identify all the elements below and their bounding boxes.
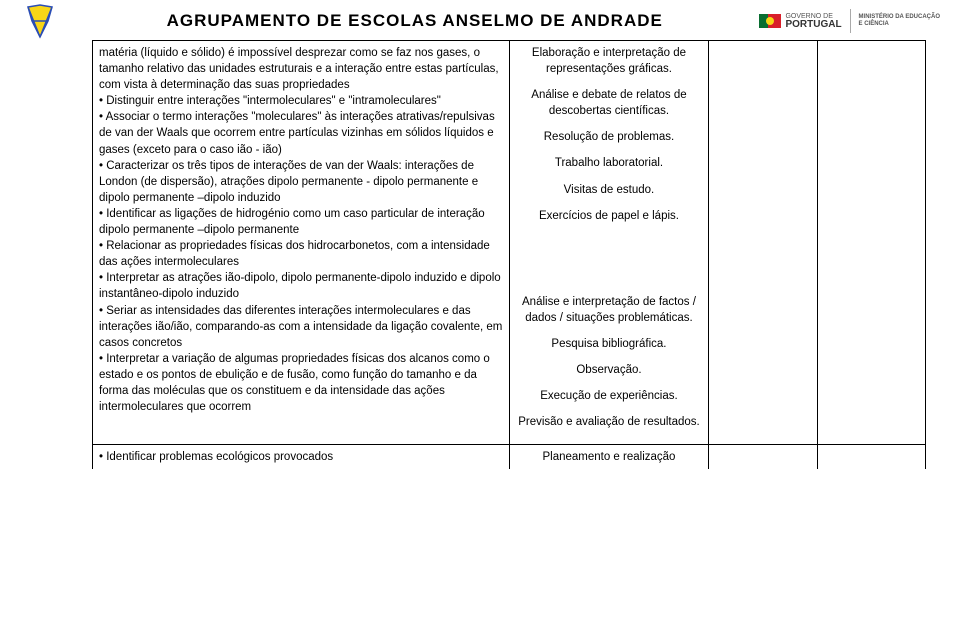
objective-text: • Interpretar a variação de algumas prop… [99,351,503,415]
ministry-label: MINISTÉRIO DA EDUCAÇÃO E CIÊNCIA [859,14,940,27]
objective-text: • Distinguir entre interações "intermole… [99,93,503,109]
method-item: Previsão e avaliação de resultados. [516,414,703,430]
method-item: Análise e debate de relatos de descobert… [516,87,703,119]
header-title: AGRUPAMENTO DE ESCOLAS ANSELMO DE ANDRAD… [70,11,759,31]
objective-text: • Identificar problemas ecológicos provo… [99,449,503,465]
method-item: Pesquisa bibliográfica. [516,336,703,352]
cell-objectives: matéria (líquido e sólido) é impossível … [93,41,510,445]
vertical-divider [850,9,851,33]
cell-objectives-bottom: • Identificar problemas ecológicos provo… [93,445,510,470]
gov-text: GOVERNO DE PORTUGAL [785,13,841,30]
method-item: Exercícios de papel e lápis. [516,208,703,224]
cell-empty-4 [817,445,925,470]
objective-text: • Associar o termo interações "molecular… [99,109,503,157]
government-logos: GOVERNO DE PORTUGAL MINISTÉRIO DA EDUCAÇ… [759,9,940,33]
method-item: Elaboração e interpretação de representa… [516,45,703,77]
cell-empty-2 [817,41,925,445]
cell-empty-1 [709,41,817,445]
content-table-wrap: matéria (líquido e sólido) é impossível … [0,40,960,469]
method-item: Execução de experiências. [516,388,703,404]
objective-text: • Caracterizar os três tipos de interaçõ… [99,158,503,206]
page-header: AGRUPAMENTO DE ESCOLAS ANSELMO DE ANDRAD… [0,0,960,40]
ministry-line1: MINISTÉRIO DA EDUCAÇÃO [859,14,940,21]
method-item: Resolução de problemas. [516,129,703,145]
method-item: Trabalho laboratorial. [516,155,703,171]
objective-text: matéria (líquido e sólido) é impossível … [99,45,503,93]
portugal-gov-logo: GOVERNO DE PORTUGAL [759,13,841,30]
method-item: Planeamento e realização [516,449,703,465]
method-item: Visitas de estudo. [516,182,703,198]
content-table: matéria (líquido e sólido) é impossível … [92,40,926,469]
method-item: Análise e interpretação de factos / dado… [516,294,703,326]
objective-text: • Seriar as intensidades das diferentes … [99,303,503,351]
cell-empty-3 [709,445,817,470]
gov-label-bottom: PORTUGAL [785,20,841,30]
table-row: • Identificar problemas ecológicos provo… [93,445,926,470]
ministry-line2: E CIÊNCIA [859,21,940,28]
portugal-flag-icon [759,14,781,28]
objective-text: • Identificar as ligações de hidrogénio … [99,206,503,238]
objective-text: • Interpretar as atrações ião-dipolo, di… [99,270,503,302]
objective-text: • Relacionar as propriedades físicas dos… [99,238,503,270]
table-row: matéria (líquido e sólido) é impossível … [93,41,926,445]
method-item: Observação. [516,362,703,378]
cell-methods-bottom: Planeamento e realização [509,445,709,470]
cell-methods: Elaboração e interpretação de representa… [509,41,709,445]
school-logo [20,3,60,39]
